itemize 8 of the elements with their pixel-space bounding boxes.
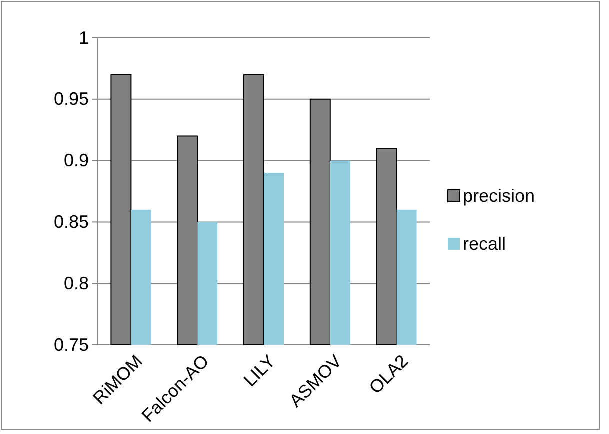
y-tick-label: 0.75 bbox=[54, 334, 89, 355]
y-tick-label: 0.8 bbox=[64, 273, 89, 294]
y-tick-label: 0.85 bbox=[54, 212, 89, 232]
legend-label: precision bbox=[463, 186, 536, 206]
y-tick-label: 0.9 bbox=[64, 150, 89, 171]
y-tick-label: 1 bbox=[78, 28, 89, 48]
legend-label: recall bbox=[463, 234, 506, 254]
y-tick-label: 0.95 bbox=[54, 89, 89, 110]
